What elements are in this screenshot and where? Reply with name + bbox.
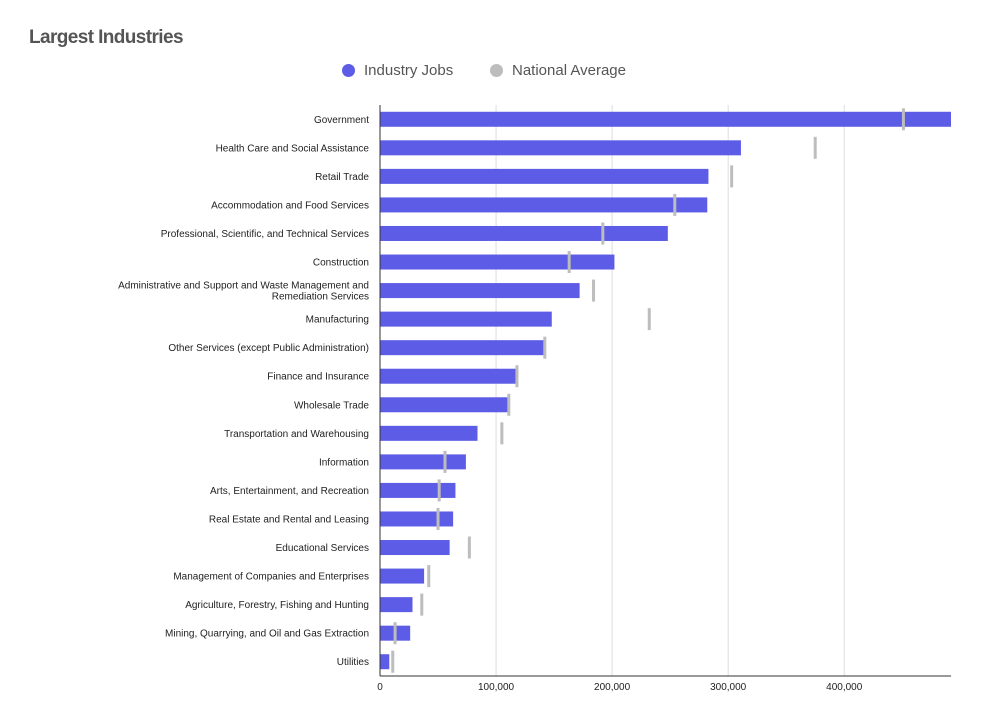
category-label: Wholesale Trade bbox=[294, 400, 369, 411]
category-label: Utilities bbox=[337, 657, 369, 668]
x-tick-label: 100,000 bbox=[478, 682, 515, 693]
tick-national-average bbox=[437, 479, 441, 502]
bar-industry-jobs[interactable] bbox=[380, 482, 456, 498]
bar-industry-jobs[interactable] bbox=[380, 197, 708, 213]
legend-item-industry-jobs[interactable]: Industry Jobs bbox=[342, 62, 453, 79]
category-label: Information bbox=[319, 457, 369, 468]
tick-national-average bbox=[813, 136, 817, 159]
bar-industry-jobs[interactable] bbox=[380, 454, 466, 470]
category-label: Management of Companies and Enterprises bbox=[173, 572, 369, 583]
category-label: Retail Trade bbox=[315, 172, 369, 183]
tick-national-average bbox=[592, 279, 596, 302]
legend-label-industry-jobs: Industry Jobs bbox=[364, 62, 454, 79]
bar-industry-jobs[interactable] bbox=[380, 425, 478, 441]
category-label: Educational Services bbox=[276, 543, 369, 554]
tick-national-average bbox=[391, 650, 395, 673]
category-label: Other Services (except Public Administra… bbox=[168, 343, 369, 354]
bar-industry-jobs[interactable] bbox=[380, 111, 951, 127]
legend-swatch-industry-jobs bbox=[342, 64, 355, 77]
category-label: Professional, Scientific, and Technical … bbox=[161, 229, 369, 240]
bar-industry-jobs[interactable] bbox=[380, 568, 425, 584]
bar-industry-jobs[interactable] bbox=[380, 254, 615, 270]
legend-swatch-national-average bbox=[490, 64, 503, 77]
tick-national-average bbox=[507, 393, 511, 416]
legend-label-national-average: National Average bbox=[512, 62, 626, 79]
tick-national-average bbox=[443, 450, 447, 473]
bar-industry-jobs[interactable] bbox=[380, 511, 454, 527]
bar-industry-jobs[interactable] bbox=[380, 654, 390, 670]
category-label: Real Estate and Rental and Leasing bbox=[209, 514, 369, 525]
tick-national-average bbox=[420, 593, 424, 616]
bar-industry-jobs[interactable] bbox=[380, 168, 709, 184]
tick-national-average bbox=[393, 622, 397, 645]
bar-industry-jobs[interactable] bbox=[380, 311, 552, 327]
x-tick-label: 300,000 bbox=[710, 682, 747, 693]
tick-national-average bbox=[647, 308, 651, 331]
x-tick-label: 0 bbox=[377, 682, 383, 693]
bar-industry-jobs[interactable] bbox=[380, 368, 519, 384]
category-label: Transportation and Warehousing bbox=[224, 429, 369, 440]
tick-national-average bbox=[673, 193, 677, 216]
tick-national-average bbox=[427, 565, 431, 588]
category-label: Administrative and Support and Waste Man… bbox=[118, 281, 369, 303]
tick-national-average bbox=[467, 536, 471, 559]
tick-national-average bbox=[500, 422, 504, 445]
bar-industry-jobs[interactable] bbox=[380, 397, 508, 413]
category-label: Accommodation and Food Services bbox=[211, 200, 369, 211]
bar-industry-jobs[interactable] bbox=[380, 340, 546, 356]
category-label: Agriculture, Forestry, Fishing and Hunti… bbox=[185, 600, 369, 611]
bar-industry-jobs[interactable] bbox=[380, 140, 741, 156]
tick-national-average bbox=[515, 365, 519, 388]
x-tick-label: 200,000 bbox=[594, 682, 631, 693]
bar-industry-jobs[interactable] bbox=[380, 283, 580, 299]
tick-national-average bbox=[901, 108, 905, 131]
category-label: Health Care and Social Assistance bbox=[216, 143, 370, 154]
tick-national-average bbox=[436, 507, 440, 530]
legend-item-national-average[interactable]: National Average bbox=[490, 62, 626, 79]
x-tick-label: 400,000 bbox=[826, 682, 863, 693]
category-label: Manufacturing bbox=[306, 315, 369, 326]
chart-title: Largest Industries bbox=[29, 27, 184, 48]
chart-legend: Industry Jobs National Average bbox=[0, 62, 983, 84]
category-label: Government bbox=[314, 115, 369, 126]
category-label: Arts, Entertainment, and Recreation bbox=[210, 486, 369, 497]
tick-national-average bbox=[567, 251, 571, 274]
bar-industry-jobs[interactable] bbox=[380, 225, 668, 241]
category-label: Finance and Insurance bbox=[267, 372, 369, 383]
category-label: Mining, Quarrying, and Oil and Gas Extra… bbox=[165, 629, 369, 640]
tick-national-average bbox=[543, 336, 547, 359]
bar-industry-jobs[interactable] bbox=[380, 597, 413, 613]
category-label: Construction bbox=[313, 258, 369, 269]
tick-national-average bbox=[730, 165, 734, 188]
tick-national-average bbox=[601, 222, 605, 245]
bar-industry-jobs[interactable] bbox=[380, 540, 450, 556]
